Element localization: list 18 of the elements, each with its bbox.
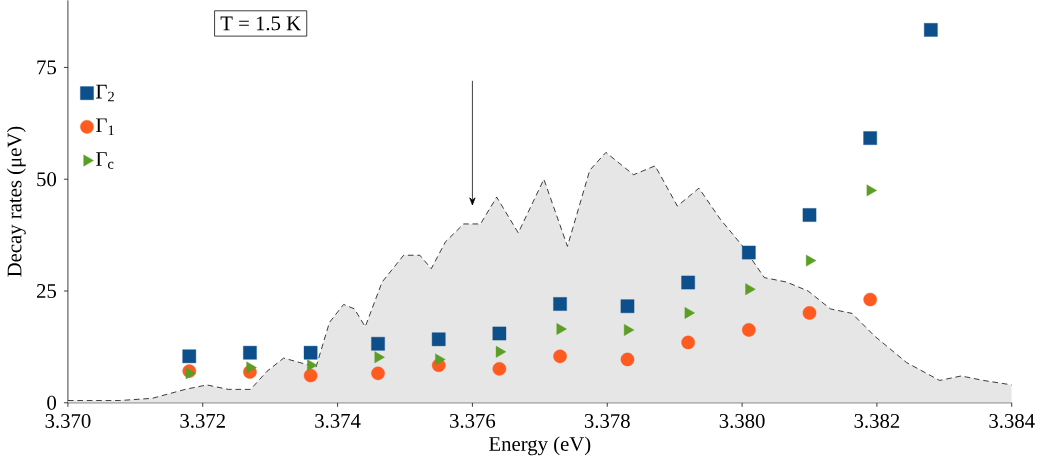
annotation: T = 1.5 K: [220, 16, 301, 31]
y-tick-label: 0: [47, 395, 57, 410]
x-tick-label: 3.378: [584, 413, 630, 428]
legend-label: Γ$_{c}$: [96, 152, 114, 169]
x-axis-title: Energy (eV): [489, 436, 591, 456]
y-axis-title: Decay rates (μeV): [6, 126, 26, 277]
y-tick-label: 25: [36, 283, 57, 298]
y-tick-label: 75: [37, 60, 57, 75]
legend-label: Γ$_{1}$: [96, 118, 114, 135]
x-tick-label: 3.370: [45, 413, 91, 428]
x-tick-label: 3.380: [719, 413, 765, 428]
x-tick-label: 3.374: [315, 413, 361, 428]
x-tick-label: 3.384: [989, 413, 1035, 428]
x-tick-label: 3.372: [180, 413, 225, 428]
x-tick-label: 3.376: [450, 413, 496, 428]
x-tick-label: 3.382: [854, 413, 900, 428]
y-tick-label: 50: [37, 172, 57, 187]
legend-label: Γ$_{2}$: [96, 84, 114, 102]
